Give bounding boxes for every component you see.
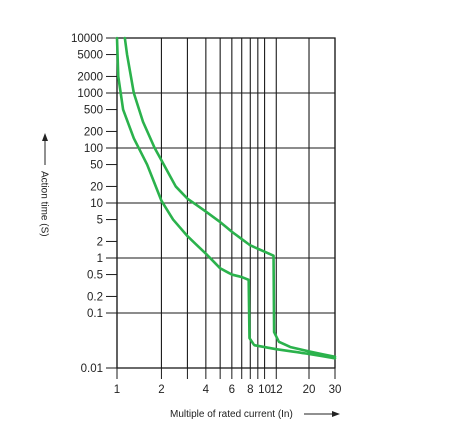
y-tick-label: 0.5 [87,270,103,282]
y-tick-label: 50 [90,160,103,172]
y-tick-label: 10000 [71,33,103,45]
y-tick-label: 200 [84,126,103,138]
series-line-1 [115,36,337,360]
y-tick-label: 500 [84,105,103,117]
x-tick-label: 30 [329,384,342,396]
y-tick-label: 10 [90,198,103,210]
y-tick-label: 2 [97,236,103,248]
y-axis-title-group: Action time (S) [39,133,50,237]
y-axis-arrowhead-icon [42,133,48,141]
x-tick-label: 12 [270,384,283,396]
y-tick-label: 5 [97,215,103,227]
x-tick-label: 20 [303,384,316,396]
x-tick-label: 10 [258,384,271,396]
y-tick-label: 0.2 [87,291,103,303]
y-axis-title: Action time (S) [39,171,50,237]
y-tick-label: 0.01 [81,363,103,375]
y-tick-label: 100 [84,143,103,155]
x-axis-title-group: Multiple of rated current (In) [170,409,340,420]
series-lines [115,36,337,360]
x-tick-label: 2 [158,384,164,396]
tick-marks [106,37,336,379]
x-tick-label: 8 [247,384,253,396]
y-tick-label: 2000 [77,71,103,83]
y-tick-label: 20 [90,181,103,193]
y-tick-label: 5000 [77,50,103,62]
x-axis-arrowhead-icon [332,411,340,417]
x-tick-label: 6 [229,384,235,396]
x-tick-label: 4 [203,384,210,396]
y-tick-label: 1000 [77,88,103,100]
series-line-2 [123,36,337,359]
grid [116,37,336,369]
y-tick-labels: 10000 5000 2000 1000 500 200 100 50 20 10 5 2 1 0.5 0.… [71,33,103,375]
x-axis-title: Multiple of rated current (In) [170,409,293,420]
y-tick-label: 1 [97,253,103,265]
y-tick-label: 0.1 [87,308,103,320]
x-tick-label: 1 [114,384,120,396]
